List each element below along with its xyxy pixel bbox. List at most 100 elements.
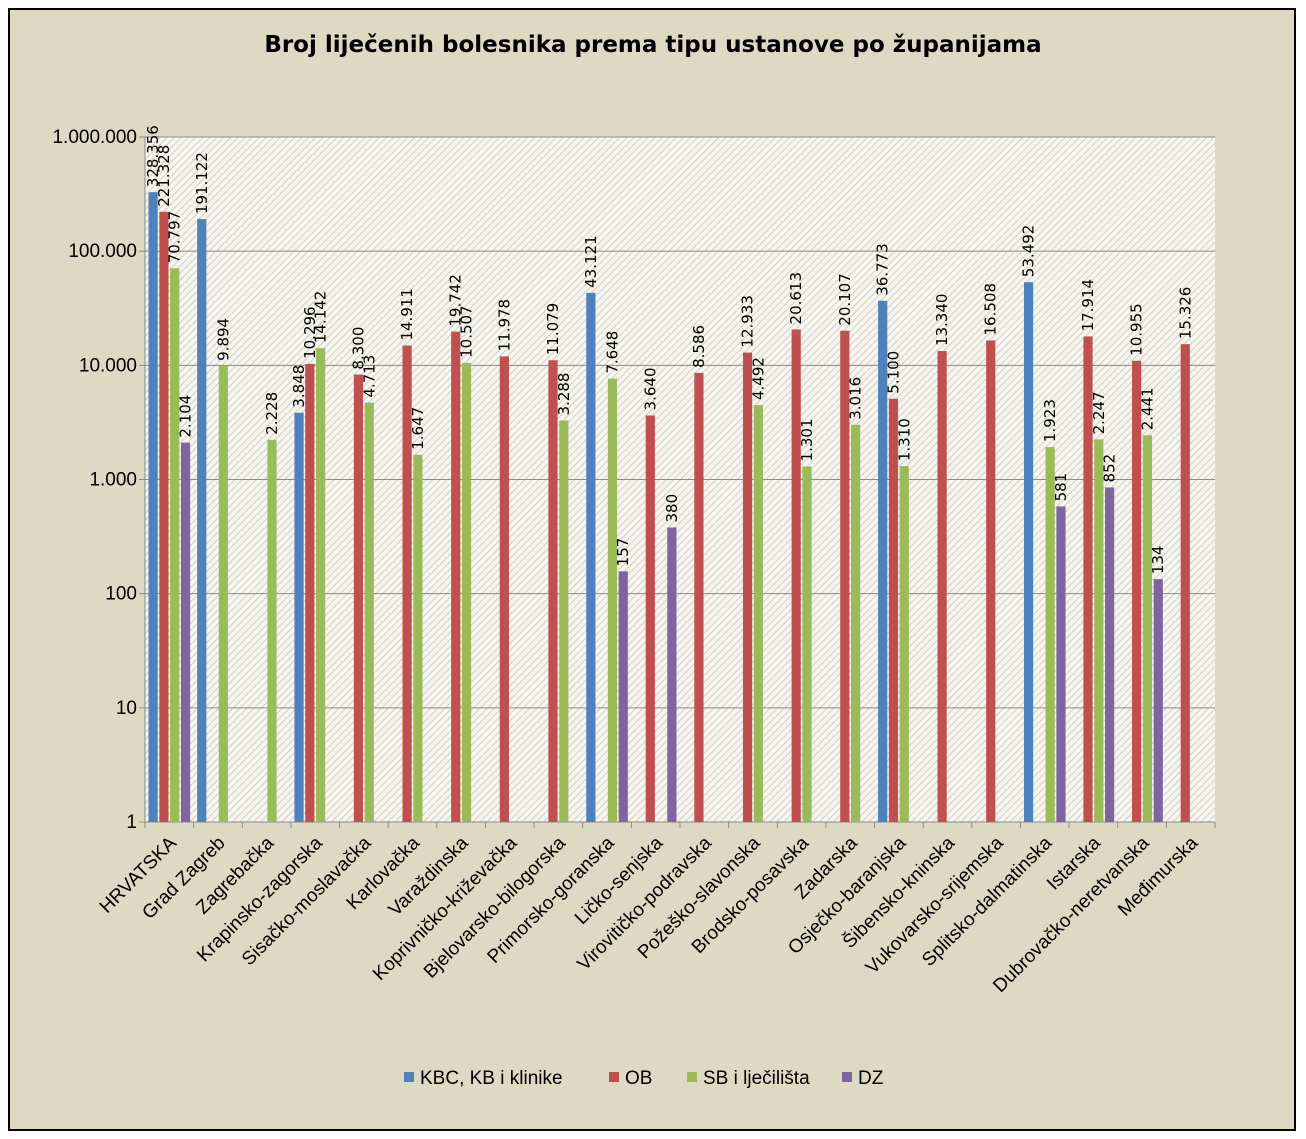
data-label: 1.301 [798,419,816,462]
bar [840,330,850,822]
bar [451,331,461,822]
legend-swatch [609,1072,619,1082]
data-label: 221.328 [155,145,173,207]
data-label: 15.326 [1176,287,1194,340]
legend-label: OB [625,1068,652,1089]
data-label: 4.713 [360,355,378,398]
data-label: 5.100 [884,351,902,394]
bar [1023,282,1034,822]
data-label: 11.079 [544,303,562,356]
bar [170,268,180,822]
data-label: 1.923 [1041,399,1059,442]
bar [548,360,558,822]
bar [645,415,655,822]
bar [294,412,304,822]
bar [148,192,158,822]
bar [197,219,207,823]
data-label: 3.288 [555,373,573,416]
bar [791,329,801,822]
bar [618,571,628,822]
bar [1105,487,1115,822]
y-tick-label: 100 [105,584,137,605]
data-label: 2.228 [263,392,281,435]
data-label: 10.507 [458,305,476,358]
bar [607,378,618,822]
bar [1153,579,1163,822]
bar [899,466,909,822]
bar [499,356,509,822]
data-label: 2.247 [1090,391,1108,434]
legend-swatch [842,1072,852,1082]
bar [878,300,888,822]
bar [353,374,364,822]
bar [937,351,947,822]
bar [1094,439,1104,822]
data-label: 3.848 [290,365,308,408]
data-label: 53.492 [1020,225,1038,278]
data-label: 12.933 [739,295,757,348]
data-label: 581 [1052,473,1070,502]
data-label: 2.104 [177,395,195,438]
bar [888,398,899,822]
bar [1142,435,1153,822]
bar [586,292,596,822]
bar [364,402,374,822]
data-label: 10.296 [301,306,319,359]
data-label: 9.894 [214,318,232,361]
bar [986,340,996,822]
data-label: 4.492 [749,357,767,400]
data-label: 380 [663,494,681,523]
data-label: 10.955 [1128,303,1146,356]
data-label: 852 [1101,454,1119,483]
data-label: 1.310 [895,418,913,461]
bar [402,345,412,822]
data-label: 16.508 [982,283,1000,335]
bar [316,348,326,822]
data-label: 20.613 [787,272,805,325]
bar [694,372,704,822]
bar [1056,506,1066,822]
data-label: 43.121 [582,235,600,288]
data-label: 14.911 [398,288,416,341]
data-label: 1.647 [409,407,427,450]
data-label: 20.107 [836,273,854,326]
bar [851,424,861,822]
data-label: 8.300 [349,327,367,370]
data-label: 13.340 [933,294,951,347]
data-label: 191.122 [193,152,211,214]
legend-label: SB i lječilišta [703,1068,810,1089]
y-tick-label: 1.000 [89,470,137,491]
bar [559,420,569,822]
data-label: 157 [614,538,632,567]
data-label: 134 [1149,546,1167,575]
bar [667,527,677,822]
y-tick-label: 1.000.000 [52,127,137,148]
data-label: 19.742 [447,274,465,326]
bar [218,365,228,822]
data-label: 328.356 [144,125,162,187]
data-label: 17.914 [1079,279,1097,332]
data-label: 14.142 [312,291,330,344]
bar [267,439,277,822]
legend-swatch [687,1072,697,1082]
bar [1180,344,1190,822]
bar [753,405,763,822]
data-label: 8.586 [690,325,708,368]
y-tick-label: 10 [116,698,137,719]
legend-label: DZ [858,1068,884,1089]
data-label: 2.441 [1138,387,1156,430]
y-tick-label: 10.000 [79,355,137,376]
y-tick-label: 100.000 [68,241,137,262]
bar [461,362,472,822]
data-label: 70.797 [166,211,184,264]
bar [305,363,315,822]
bar [742,352,753,822]
data-label: 36.773 [874,243,892,296]
bar [1132,360,1142,822]
chart-title: Broj liječenih bolesnika prema tipu usta… [264,32,1042,58]
legend-swatch [404,1072,414,1082]
data-label: 3.016 [847,377,865,420]
legend-label: KBC, KB i klinike [420,1068,563,1089]
bar [1045,447,1055,822]
